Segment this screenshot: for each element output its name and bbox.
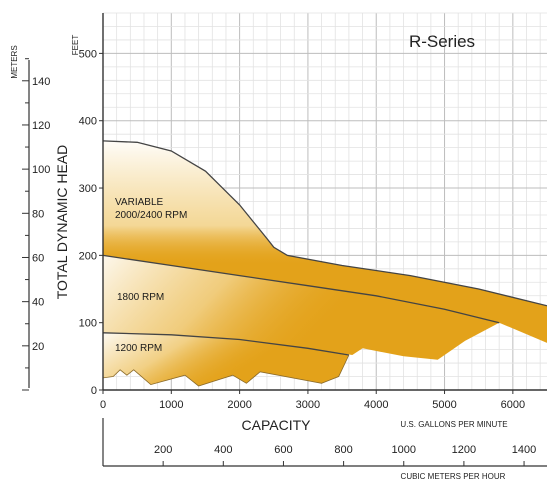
- cmh-tick-label: 1400: [512, 444, 536, 456]
- y-axis-unit: FEET: [71, 35, 80, 56]
- chart-title: R-Series: [409, 32, 475, 51]
- y-tick-label: 300: [79, 183, 97, 195]
- band-1200-rpm-outline: [102, 354, 350, 387]
- meters-tick-label: 40: [32, 297, 44, 309]
- cmh-tick-label: 800: [334, 444, 352, 456]
- x-tick-label: 6000: [501, 399, 525, 411]
- band-variable-highlight: [103, 140, 547, 343]
- y-tick-label: 200: [79, 250, 97, 262]
- cmh-tick-label: 200: [154, 444, 172, 456]
- y-tick-label: 0: [91, 385, 97, 397]
- x-axis-title: CAPACITY: [242, 417, 312, 433]
- cmh-tick-label: 1200: [452, 444, 476, 456]
- band-label-1200-rpm: 1200 RPM: [115, 343, 162, 354]
- band-label-variable-line1: VARIABLE: [115, 197, 163, 208]
- band-1800-rpm-highlight: [103, 255, 500, 360]
- meters-tick-label: 20: [32, 341, 44, 353]
- cmh-axis-unit: CUBIC METERS PER HOUR: [401, 472, 506, 481]
- meters-tick-label: 120: [32, 120, 50, 132]
- band-label-1800-rpm: 1800 RPM: [117, 292, 164, 303]
- chart-axes: [28, 13, 547, 467]
- chart-labels: VARIABLE 2000/2400 RPM 1800 RPM 1200 RPM CAP…: [10, 35, 508, 481]
- meters-tick-label: 100: [32, 164, 50, 176]
- x-tick-label: 0: [100, 399, 106, 411]
- x-tick-label: 3000: [296, 399, 320, 411]
- chart-bands: [102, 140, 547, 387]
- x-tick-label: 5000: [432, 399, 456, 411]
- meters-tick-label: 60: [32, 252, 44, 264]
- band-1200-rpm-line: [102, 332, 350, 356]
- band-variable-line: [102, 140, 547, 307]
- meters-tick-label: 80: [32, 208, 44, 220]
- meters-tick-label: 140: [32, 76, 50, 88]
- cmh-tick-label: 600: [274, 444, 292, 456]
- x-tick-label: 2000: [227, 399, 251, 411]
- x-tick-label: 1000: [159, 399, 183, 411]
- y-tick-label: 100: [79, 318, 97, 330]
- y-axis-title: TOTAL DYNAMIC HEAD: [54, 145, 70, 300]
- cmh-tick-label: 400: [214, 444, 232, 456]
- band-1800-rpm-line: [102, 254, 500, 324]
- x-tick-label: 4000: [364, 399, 388, 411]
- cmh-tick-label: 1000: [392, 444, 416, 456]
- band-label-variable-line2: 2000/2400 RPM: [115, 210, 187, 221]
- y-tick-label: 400: [79, 116, 97, 128]
- x-axis-unit: U.S. GALLONS PER MINUTE: [400, 420, 507, 429]
- meters-axis-unit: METERS: [10, 45, 19, 78]
- y-tick-label: 500: [79, 48, 97, 60]
